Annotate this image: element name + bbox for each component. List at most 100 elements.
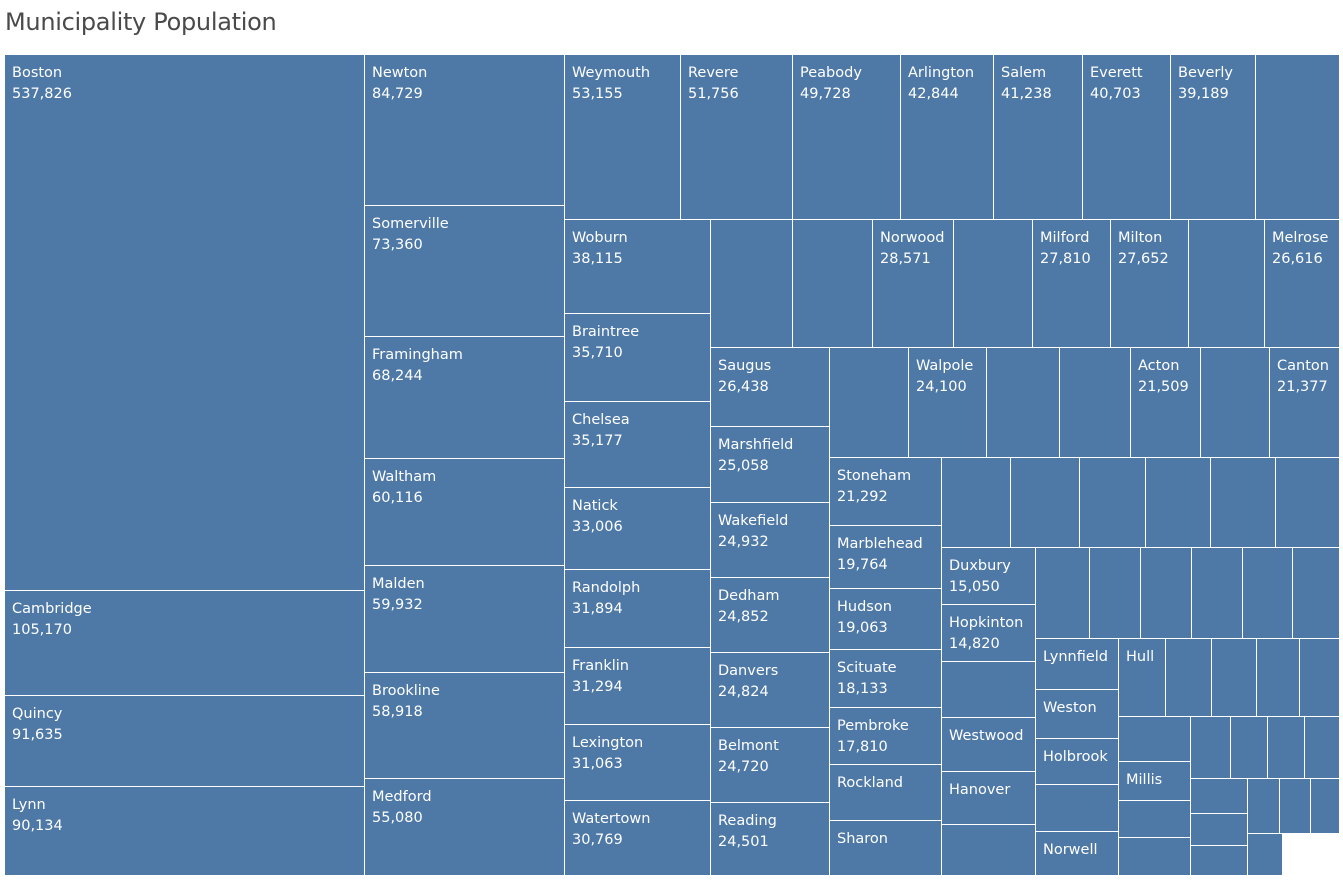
treemap-cell[interactable] bbox=[1166, 639, 1212, 717]
treemap-cell-lynnfield[interactable]: Lynnfield bbox=[1036, 639, 1119, 690]
treemap-cell-hanover[interactable]: Hanover bbox=[942, 772, 1036, 825]
treemap-cell[interactable] bbox=[942, 458, 1011, 548]
treemap-cell[interactable] bbox=[1256, 55, 1340, 220]
treemap-cell-revere[interactable]: Revere 51,756 bbox=[681, 55, 793, 220]
treemap-cell-norwell[interactable]: Norwell bbox=[1036, 832, 1119, 876]
treemap-cell-dedham[interactable]: Dedham 24,852 bbox=[711, 578, 830, 653]
treemap-cell[interactable] bbox=[1268, 717, 1305, 779]
treemap-cell[interactable] bbox=[1191, 717, 1231, 779]
treemap-cell-franklin[interactable]: Franklin 31,294 bbox=[565, 648, 711, 725]
treemap-cell-hopkinton[interactable]: Hopkinton 14,820 bbox=[942, 605, 1036, 662]
treemap-cell-boston[interactable]: Boston 537,826 bbox=[5, 55, 365, 591]
treemap-cell-randolph[interactable]: Randolph 31,894 bbox=[565, 570, 711, 648]
treemap-cell[interactable] bbox=[1146, 458, 1211, 548]
treemap-cell[interactable] bbox=[1257, 639, 1300, 717]
treemap-cell-stoneham[interactable]: Stoneham 21,292 bbox=[830, 458, 942, 526]
treemap-cell-framingham[interactable]: Framingham 68,244 bbox=[365, 337, 565, 459]
treemap-cell-hull[interactable]: Hull bbox=[1119, 639, 1166, 717]
treemap-cell-malden[interactable]: Malden 59,932 bbox=[365, 566, 565, 673]
treemap-cell[interactable] bbox=[830, 348, 909, 458]
treemap-cell-sharon[interactable]: Sharon bbox=[830, 821, 942, 876]
treemap-cell-wakefield[interactable]: Wakefield 24,932 bbox=[711, 503, 830, 578]
treemap-cell[interactable] bbox=[1060, 348, 1131, 458]
treemap-cell-millis[interactable]: Millis bbox=[1119, 762, 1191, 801]
treemap-cell[interactable] bbox=[942, 825, 1036, 876]
treemap-cell-brookline[interactable]: Brookline 58,918 bbox=[365, 673, 565, 779]
treemap-cell-rockland[interactable]: Rockland bbox=[830, 765, 942, 821]
treemap-cell-lexington[interactable]: Lexington 31,063 bbox=[565, 725, 711, 801]
treemap-cell-westwood[interactable]: Westwood bbox=[942, 718, 1036, 772]
treemap-cell[interactable] bbox=[1231, 717, 1268, 779]
treemap-cell-somerville[interactable]: Somerville 73,360 bbox=[365, 206, 565, 337]
treemap-cell[interactable] bbox=[1311, 779, 1340, 834]
treemap-cell-norwood[interactable]: Norwood 28,571 bbox=[873, 220, 954, 348]
treemap-cell[interactable] bbox=[1248, 834, 1283, 876]
treemap-cell-natick[interactable]: Natick 33,006 bbox=[565, 488, 711, 570]
treemap-cell-canton[interactable]: Canton 21,377 bbox=[1270, 348, 1340, 458]
treemap-cell-cambridge[interactable]: Cambridge 105,170 bbox=[5, 591, 365, 696]
treemap-cell-saugus[interactable]: Saugus 26,438 bbox=[711, 348, 830, 427]
treemap-cell-peabody[interactable]: Peabody 49,728 bbox=[793, 55, 901, 220]
treemap-cell-acton[interactable]: Acton 21,509 bbox=[1131, 348, 1201, 458]
treemap-cell-belmont[interactable]: Belmont 24,720 bbox=[711, 728, 830, 803]
treemap-cell-quincy[interactable]: Quincy 91,635 bbox=[5, 696, 365, 787]
treemap-cell[interactable] bbox=[1119, 838, 1191, 876]
treemap-cell-newton[interactable]: Newton 84,729 bbox=[365, 55, 565, 206]
cell-name: Duxbury bbox=[949, 558, 1011, 574]
treemap-cell[interactable] bbox=[1212, 639, 1257, 717]
treemap-cell[interactable] bbox=[793, 220, 873, 348]
treemap-cell[interactable] bbox=[711, 220, 793, 348]
treemap-cell[interactable] bbox=[1119, 717, 1191, 762]
treemap-cell-weymouth[interactable]: Weymouth 53,155 bbox=[565, 55, 681, 220]
treemap-cell[interactable] bbox=[1243, 548, 1293, 639]
treemap-cell-melrose[interactable]: Melrose 26,616 bbox=[1265, 220, 1340, 348]
treemap-cell-holbrook[interactable]: Holbrook bbox=[1036, 739, 1119, 785]
treemap-cell[interactable] bbox=[954, 220, 1033, 348]
treemap-cell-watertown[interactable]: Watertown 30,769 bbox=[565, 801, 711, 876]
treemap-cell-arlington[interactable]: Arlington 42,844 bbox=[901, 55, 994, 220]
treemap-cell-lynn[interactable]: Lynn 90,134 bbox=[5, 787, 365, 876]
treemap-cell-danvers[interactable]: Danvers 24,824 bbox=[711, 653, 830, 728]
treemap-cell[interactable] bbox=[1141, 548, 1192, 639]
treemap-cell-milford[interactable]: Milford 27,810 bbox=[1033, 220, 1111, 348]
treemap-cell[interactable] bbox=[1300, 639, 1340, 717]
treemap-cell[interactable] bbox=[1276, 458, 1340, 548]
treemap-cell-hudson[interactable]: Hudson 19,063 bbox=[830, 589, 942, 650]
treemap-cell[interactable] bbox=[1036, 548, 1090, 639]
treemap-cell-weston[interactable]: Weston bbox=[1036, 690, 1119, 739]
treemap-cell-walpole[interactable]: Walpole 24,100 bbox=[909, 348, 987, 458]
treemap-cell[interactable] bbox=[987, 348, 1060, 458]
treemap-cell[interactable] bbox=[1211, 458, 1276, 548]
treemap-cell-duxbury[interactable]: Duxbury 15,050 bbox=[942, 548, 1036, 605]
treemap-cell[interactable] bbox=[1191, 779, 1248, 814]
treemap-cell-waltham[interactable]: Waltham 60,116 bbox=[365, 459, 565, 566]
treemap-cell[interactable] bbox=[1191, 846, 1248, 876]
treemap-cell-medford[interactable]: Medford 55,080 bbox=[365, 779, 565, 876]
treemap-cell-milton[interactable]: Milton 27,652 bbox=[1111, 220, 1189, 348]
treemap-cell[interactable] bbox=[1191, 814, 1248, 846]
treemap-cell-salem[interactable]: Salem 41,238 bbox=[994, 55, 1083, 220]
treemap-cell[interactable] bbox=[1090, 548, 1141, 639]
treemap-cell[interactable] bbox=[1280, 779, 1311, 834]
treemap-cell[interactable] bbox=[1201, 348, 1270, 458]
treemap-cell[interactable] bbox=[942, 662, 1036, 718]
treemap-cell[interactable] bbox=[1036, 785, 1119, 832]
treemap-cell[interactable] bbox=[1119, 801, 1191, 838]
treemap-cell-beverly[interactable]: Beverly 39,189 bbox=[1171, 55, 1256, 220]
treemap-cell-marblehead[interactable]: Marblehead 19,764 bbox=[830, 526, 942, 589]
treemap-cell-pembroke[interactable]: Pembroke 17,810 bbox=[830, 708, 942, 765]
treemap-cell[interactable] bbox=[1305, 717, 1340, 779]
treemap-cell[interactable] bbox=[1011, 458, 1080, 548]
treemap-cell-reading[interactable]: Reading 24,501 bbox=[711, 803, 830, 876]
treemap-cell[interactable] bbox=[1293, 548, 1340, 639]
treemap-cell-chelsea[interactable]: Chelsea 35,177 bbox=[565, 402, 711, 488]
treemap-cell-woburn[interactable]: Woburn 38,115 bbox=[565, 220, 711, 314]
treemap-cell-everett[interactable]: Everett 40,703 bbox=[1083, 55, 1171, 220]
treemap-cell[interactable] bbox=[1189, 220, 1265, 348]
treemap-cell-marshfield[interactable]: Marshfield 25,058 bbox=[711, 427, 830, 503]
treemap-cell[interactable] bbox=[1192, 548, 1243, 639]
treemap-cell-braintree[interactable]: Braintree 35,710 bbox=[565, 314, 711, 402]
treemap-cell-scituate[interactable]: Scituate 18,133 bbox=[830, 650, 942, 708]
treemap-cell[interactable] bbox=[1248, 779, 1280, 834]
treemap-cell[interactable] bbox=[1080, 458, 1146, 548]
